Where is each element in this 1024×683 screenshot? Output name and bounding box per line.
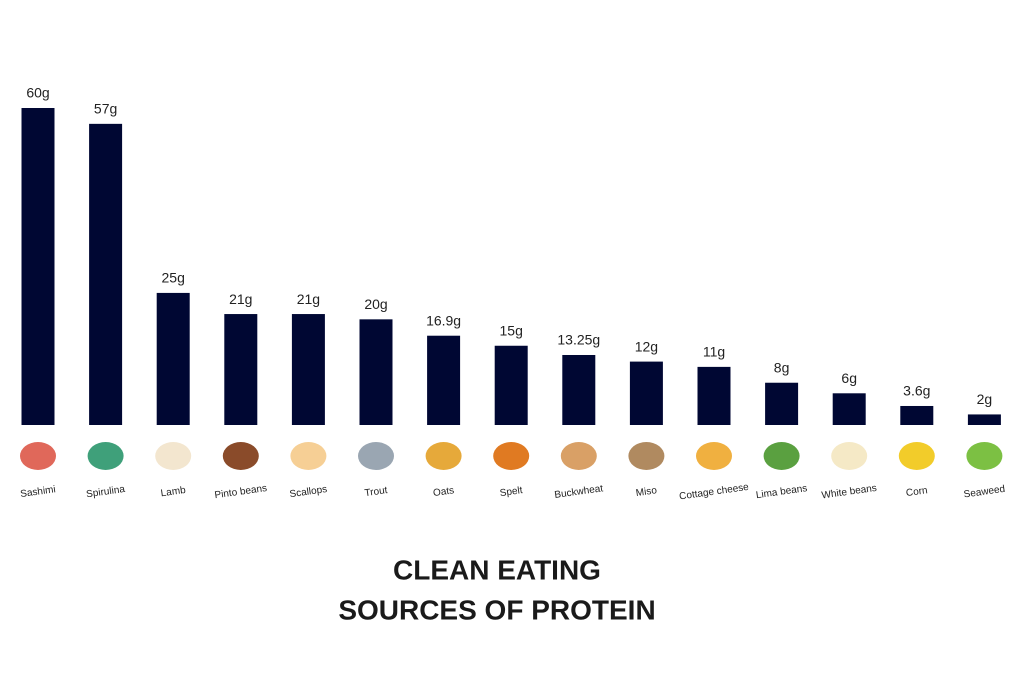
food-icon bbox=[898, 442, 935, 470]
bar bbox=[359, 319, 393, 425]
category-label: Sashimi bbox=[20, 484, 57, 500]
food-icon bbox=[966, 442, 1003, 470]
value-label: 2g bbox=[977, 391, 993, 407]
bar bbox=[21, 108, 55, 425]
food-icon bbox=[20, 442, 56, 470]
bar bbox=[697, 366, 731, 425]
category-label: White beans bbox=[821, 483, 878, 502]
chart-subtitle: SOURCES OF PROTEIN bbox=[338, 594, 655, 625]
value-label: 21g bbox=[229, 291, 252, 307]
chart-title: CLEAN EATING bbox=[393, 554, 601, 585]
value-label: 12g bbox=[635, 338, 658, 354]
category-label: Corn bbox=[905, 485, 928, 499]
category-label: Buckwheat bbox=[554, 483, 604, 501]
category-label: Spelt bbox=[499, 485, 523, 499]
bar bbox=[156, 292, 190, 425]
bar bbox=[900, 405, 934, 425]
food-icon bbox=[560, 442, 597, 470]
category-label: Lima beans bbox=[755, 483, 808, 501]
food-icon bbox=[425, 442, 462, 470]
value-label: 6g bbox=[841, 370, 857, 386]
bar bbox=[494, 345, 528, 425]
food-icon bbox=[358, 442, 394, 470]
value-label: 25g bbox=[162, 270, 185, 286]
value-label: 15g bbox=[500, 322, 523, 338]
value-label: 57g bbox=[94, 101, 117, 117]
food-icon bbox=[493, 442, 530, 470]
value-label: 16.9g bbox=[426, 312, 461, 328]
bar bbox=[765, 382, 799, 425]
category-label: Miso bbox=[635, 485, 658, 499]
food-icon bbox=[155, 442, 192, 470]
category-label: Cottage cheese bbox=[679, 482, 750, 503]
food-icon bbox=[763, 442, 800, 470]
bar bbox=[427, 335, 461, 425]
category-label: Seaweed bbox=[963, 484, 1006, 501]
bar bbox=[629, 361, 663, 425]
bar bbox=[224, 314, 258, 425]
food-icon bbox=[696, 442, 732, 470]
category-label: Spirulina bbox=[86, 484, 126, 500]
food-icon bbox=[290, 442, 327, 470]
category-label: Scallops bbox=[289, 484, 328, 500]
category-label: Lamb bbox=[160, 485, 187, 499]
category-label: Trout bbox=[364, 485, 388, 499]
food-icon bbox=[628, 442, 665, 470]
category-label: Pinto beans bbox=[214, 483, 268, 501]
bar bbox=[291, 314, 325, 425]
bar bbox=[832, 393, 866, 425]
value-label: 13.25g bbox=[557, 332, 600, 348]
value-label: 20g bbox=[364, 296, 387, 312]
value-label: 60g bbox=[26, 85, 49, 101]
food-icon bbox=[222, 442, 259, 470]
bar bbox=[967, 414, 1001, 425]
value-label: 11g bbox=[703, 344, 725, 360]
food-icon bbox=[87, 442, 124, 470]
bar bbox=[562, 354, 596, 425]
category-label: Oats bbox=[432, 485, 454, 499]
value-label: 21g bbox=[297, 291, 320, 307]
food-icon bbox=[831, 442, 868, 470]
value-label: 8g bbox=[774, 359, 790, 375]
value-label: 3.6g bbox=[903, 383, 930, 399]
bar bbox=[89, 123, 123, 425]
